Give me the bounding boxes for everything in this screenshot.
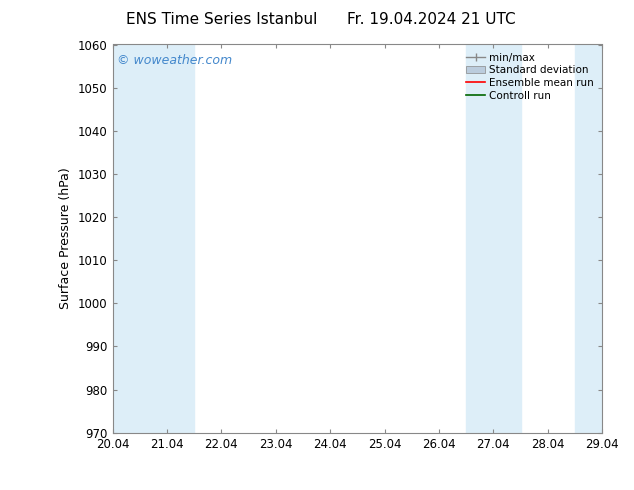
Legend: min/max, Standard deviation, Ensemble mean run, Controll run: min/max, Standard deviation, Ensemble me… <box>463 49 597 104</box>
Y-axis label: Surface Pressure (hPa): Surface Pressure (hPa) <box>60 168 72 310</box>
Bar <box>575 45 630 433</box>
Text: ENS Time Series Istanbul: ENS Time Series Istanbul <box>126 12 318 27</box>
Bar <box>466 45 521 433</box>
Text: © woweather.com: © woweather.com <box>117 54 233 67</box>
Bar <box>139 45 194 433</box>
Text: Fr. 19.04.2024 21 UTC: Fr. 19.04.2024 21 UTC <box>347 12 515 27</box>
Bar <box>86 45 139 433</box>
